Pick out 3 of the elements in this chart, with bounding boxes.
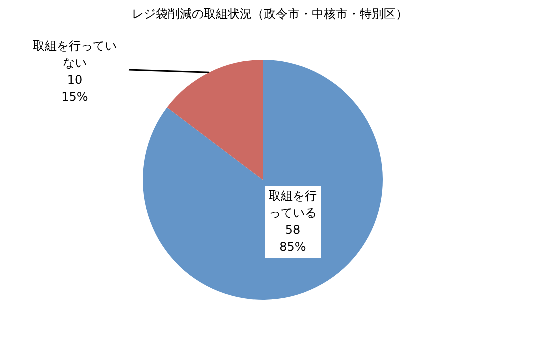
chart-title: レジ袋削減の取組状況（政令市・中核市・特別区） [132,7,408,21]
slice-label: 取組を行っている [269,189,317,220]
data-label: 58 85% [280,223,306,254]
